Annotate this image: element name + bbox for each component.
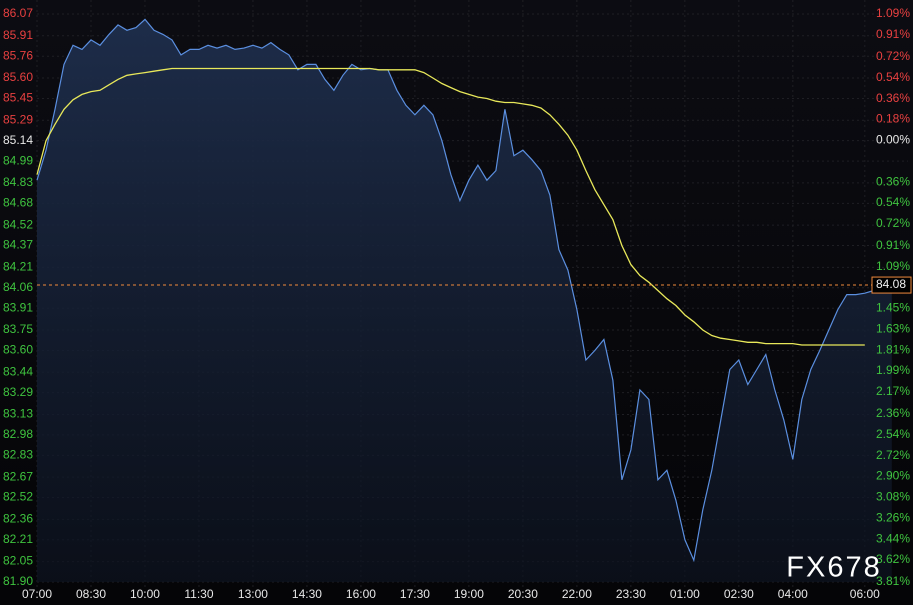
y2-tick-label: 0.54% xyxy=(876,70,910,84)
y-tick-label: 85.45 xyxy=(3,91,33,105)
x-tick-label: 10:00 xyxy=(130,587,160,601)
y2-tick-label: 3.44% xyxy=(876,531,910,545)
y-tick-label: 83.60 xyxy=(3,343,33,357)
y2-tick-label: 2.54% xyxy=(876,427,910,441)
y-tick-label: 84.99 xyxy=(3,153,33,167)
x-tick-label: 08:30 xyxy=(76,587,106,601)
y-tick-label: 83.91 xyxy=(3,300,33,314)
y-tick-label: 83.29 xyxy=(3,385,33,399)
watermark: FX678 xyxy=(786,552,881,584)
x-tick-label: 04:00 xyxy=(778,587,808,601)
y2-tick-label: 3.81% xyxy=(876,574,910,588)
x-tick-label: 16:00 xyxy=(346,587,376,601)
y-tick-label: 82.67 xyxy=(3,469,33,483)
y-tick-label: 82.21 xyxy=(3,532,33,546)
x-tick-label: 17:30 xyxy=(400,587,430,601)
x-tick-label: 19:00 xyxy=(454,587,484,601)
y-tick-label: 86.07 xyxy=(3,6,33,20)
y-tick-label: 85.14 xyxy=(3,133,33,147)
y-tick-label: 83.75 xyxy=(3,322,33,336)
y-tick-label: 84.83 xyxy=(3,175,33,189)
y2-tick-label: 0.72% xyxy=(876,49,910,63)
y-tick-label: 84.37 xyxy=(3,238,33,252)
y-tick-label: 84.21 xyxy=(3,260,33,274)
y2-tick-label: 1.09% xyxy=(876,6,910,20)
y2-tick-label: 3.62% xyxy=(876,552,910,566)
y2-tick-label: 1.63% xyxy=(876,321,910,335)
y2-tick-label: 0.18% xyxy=(876,112,910,126)
average-line xyxy=(36,67,865,346)
y-tick-label: 84.68 xyxy=(3,196,33,210)
x-tick-label: 23:30 xyxy=(616,587,646,601)
y-tick-label: 82.98 xyxy=(3,427,33,441)
y2-tick-label: 1.81% xyxy=(876,342,910,356)
last-price-label: 84.08 xyxy=(876,277,906,291)
y2-tick-label: 0.91% xyxy=(876,27,910,41)
x-tick-label: 06:00 xyxy=(850,587,880,601)
y2-tick-label: 0.36% xyxy=(876,91,910,105)
y2-tick-label: 0.54% xyxy=(876,195,910,209)
x-tick-label: 13:00 xyxy=(238,587,268,601)
price-line xyxy=(36,18,893,563)
y-tick-label: 83.44 xyxy=(3,364,33,378)
x-tick-label: 20:30 xyxy=(508,587,538,601)
y2-tick-label: 2.17% xyxy=(876,384,910,398)
y-tick-label: 85.91 xyxy=(3,28,33,42)
y-tick-label: 84.06 xyxy=(3,280,33,294)
y2-tick-label: 0.72% xyxy=(876,216,910,230)
x-tick-label: 14:30 xyxy=(292,587,322,601)
y2-tick-label: 0.00% xyxy=(876,133,910,147)
y2-tick-label: 2.72% xyxy=(876,448,910,462)
y-tick-label: 85.29 xyxy=(3,112,33,126)
x-tick-label: 01:00 xyxy=(670,587,700,601)
x-tick-label: 02:30 xyxy=(724,587,754,601)
y-tick-label: 85.76 xyxy=(3,48,33,62)
y2-tick-label: 1.09% xyxy=(876,259,910,273)
y2-tick-label: 1.45% xyxy=(876,301,910,315)
y2-tick-label: 3.26% xyxy=(876,510,910,524)
y2-tick-label: 2.90% xyxy=(876,469,910,483)
y2-tick-label: 0.91% xyxy=(876,238,910,252)
y-tick-label: 84.52 xyxy=(3,217,33,231)
x-tick-label: 07:00 xyxy=(22,587,52,601)
y2-tick-label: 0.36% xyxy=(876,174,910,188)
x-tick-label: 22:00 xyxy=(562,587,592,601)
y2-tick-label: 2.36% xyxy=(876,406,910,420)
price-area xyxy=(37,19,892,582)
x-tick-label: 11:30 xyxy=(184,587,213,601)
y-tick-label: 82.52 xyxy=(3,490,33,504)
last-price-box xyxy=(871,276,912,294)
y2-tick-label: 3.08% xyxy=(876,490,910,504)
y-tick-label: 85.60 xyxy=(3,70,33,84)
y-tick-label: 82.05 xyxy=(3,554,33,568)
y-tick-label: 81.90 xyxy=(3,574,33,588)
y-tick-label: 82.83 xyxy=(3,447,33,461)
y-tick-label: 83.13 xyxy=(3,407,33,421)
y2-tick-label: 1.99% xyxy=(876,363,910,377)
y-tick-label: 82.36 xyxy=(3,512,33,526)
